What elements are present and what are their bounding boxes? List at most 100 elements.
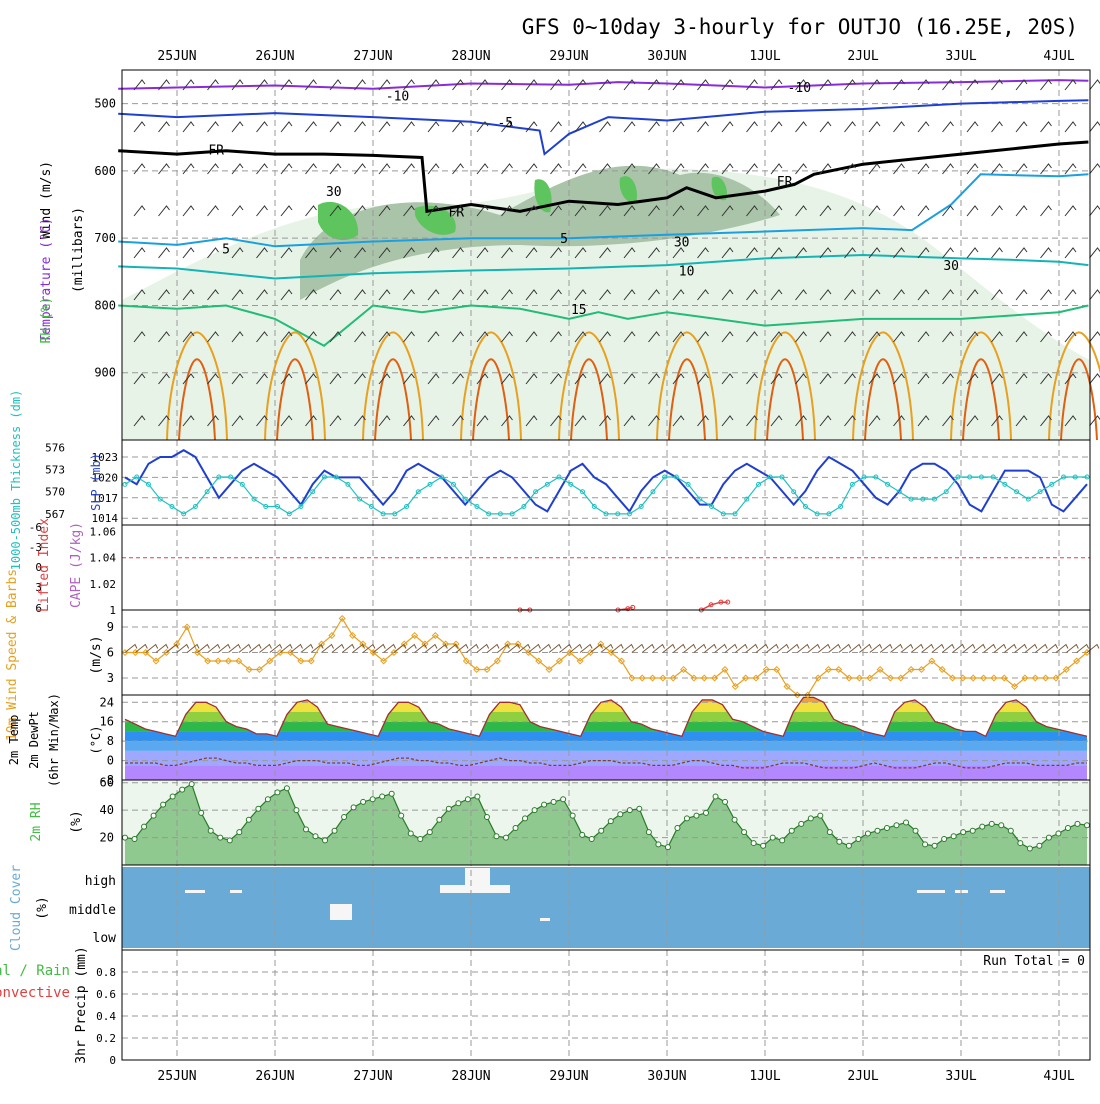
wind-barb-10m <box>663 645 675 653</box>
rh-point <box>761 843 766 848</box>
wind-barb-10m <box>973 645 985 653</box>
wind-barb <box>1090 248 1100 258</box>
wind-barb-10m <box>849 645 861 653</box>
date-label-top: 3JUL <box>945 49 976 64</box>
contour-label: 5 <box>560 232 568 247</box>
wind-barb-10m <box>590 645 602 653</box>
wind-barb-10m <box>549 645 561 653</box>
wind-barb-10m <box>580 645 592 653</box>
contour-label: 30 <box>326 185 342 200</box>
temp-band <box>122 741 1090 751</box>
rh-tick-label: 40 <box>100 803 114 817</box>
rh-point <box>132 836 137 841</box>
rh-point <box>694 813 699 818</box>
rh-point <box>980 824 985 829</box>
wind-barb-10m <box>332 645 344 653</box>
rh-point <box>999 823 1004 828</box>
slp-tick-label: 1014 <box>92 512 119 525</box>
rh-point <box>484 815 489 820</box>
rh-point <box>246 817 251 822</box>
wind-barb-10m <box>208 645 220 653</box>
cloud-block <box>990 890 1005 893</box>
wind-barb-10m <box>135 645 147 653</box>
wind-barb-10m <box>373 645 385 653</box>
run-total-label: Run Total = 0 <box>983 954 1085 969</box>
rh-point <box>465 797 470 802</box>
rh-point <box>418 836 423 841</box>
rh-point <box>284 786 289 791</box>
rh-point <box>913 828 918 833</box>
rh-point <box>799 821 804 826</box>
ylabel-2m-temp: 2m Temp <box>7 715 21 766</box>
rh-point <box>303 827 308 832</box>
cloud-block <box>185 890 205 893</box>
wind-speed-line <box>125 619 1087 696</box>
wind-barb <box>1090 122 1100 132</box>
wind-barb-10m <box>1046 645 1058 653</box>
date-label-bottom: 29JUN <box>549 1069 588 1084</box>
pressure-tick-label: 500 <box>94 97 116 111</box>
chart-title: GFS 0~10day 3-hourly for OUTJO (16.25E, … <box>522 15 1078 39</box>
wind-barb-10m <box>249 645 261 653</box>
rh-point <box>199 810 204 815</box>
wind-barb-10m <box>239 645 251 653</box>
wind-barb-10m <box>466 645 478 653</box>
wind-barb-10m <box>415 645 427 653</box>
wind-barb-10m <box>787 645 799 653</box>
rh-point <box>627 808 632 813</box>
contour-label: FR <box>777 175 793 190</box>
ylabel-slp: SLP (mb) <box>89 453 103 511</box>
rh-tick-label: 20 <box>100 831 114 845</box>
ylabel-2m-dewpt: 2m DewPt <box>27 711 41 769</box>
rh-point <box>970 828 975 833</box>
rh-point <box>389 791 394 796</box>
contour-label: -10 <box>386 90 409 105</box>
rh-point <box>656 842 661 847</box>
rh-point <box>561 797 566 802</box>
rh-point <box>399 813 404 818</box>
wind-barb-10m <box>839 645 851 653</box>
wind-barb-10m <box>901 645 913 653</box>
wind-barb-10m <box>342 645 354 653</box>
rh-point <box>237 830 242 835</box>
date-label-top: 30JUN <box>647 49 686 64</box>
contour-label: -5 <box>497 116 513 131</box>
wind-barb-10m <box>1015 645 1027 653</box>
temp-band <box>122 702 1090 712</box>
cape-tick-label: 1.04 <box>90 552 117 565</box>
wind-barb-10m <box>487 645 499 653</box>
rh-point <box>123 835 128 840</box>
rh-point <box>275 790 280 795</box>
wind-barb-10m <box>704 645 716 653</box>
rh-point <box>618 812 623 817</box>
temp-tick-label: 0 <box>107 754 114 768</box>
date-label-top: 2JUL <box>847 49 878 64</box>
wind-barb-10m <box>1066 645 1078 653</box>
rh-point <box>456 801 461 806</box>
date-label-bottom: 2JUL <box>847 1069 878 1084</box>
rh-point <box>904 820 909 825</box>
wind-barb <box>1090 290 1100 300</box>
rh-point <box>704 810 709 815</box>
date-label-bottom: 28JUN <box>451 1069 490 1084</box>
rh-point <box>675 825 680 830</box>
wind-barb-10m <box>280 645 292 653</box>
wind-barb-10m <box>911 645 923 653</box>
rh-point <box>180 787 185 792</box>
rh-point <box>161 802 166 807</box>
temp-band <box>122 712 1090 722</box>
date-label-top: 26JUN <box>255 49 294 64</box>
wind-barb-10m <box>828 645 840 653</box>
wind-barb-10m <box>715 645 727 653</box>
cloud-block <box>330 904 352 920</box>
wind-barb-10m <box>942 645 954 653</box>
rh-point <box>789 828 794 833</box>
temp-band <box>122 765 1090 780</box>
rh-point <box>780 838 785 843</box>
cape-line <box>701 602 728 610</box>
panel-frame-precip <box>122 950 1090 1060</box>
rh-point <box>361 799 366 804</box>
rh-point <box>408 831 413 836</box>
